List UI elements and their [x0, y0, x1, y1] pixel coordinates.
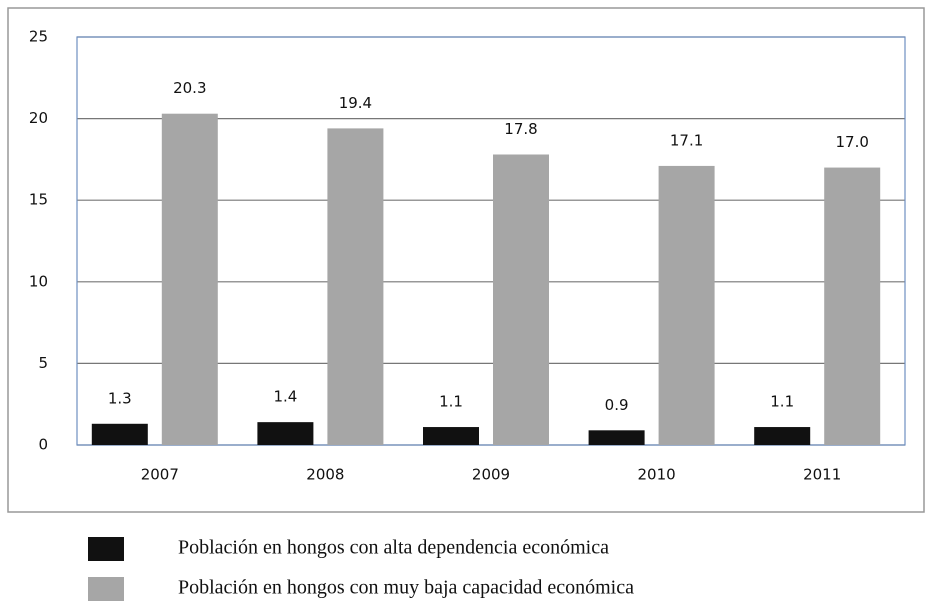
bar — [257, 422, 314, 445]
value-label: 1.4 — [273, 388, 297, 406]
value-label: 19.4 — [339, 94, 372, 112]
x-tick-label: 2009 — [472, 466, 510, 484]
bar — [161, 113, 218, 445]
bar — [91, 423, 148, 445]
y-tick-label: 5 — [38, 354, 48, 372]
legend-label: Población en hongos con alta dependencia… — [178, 537, 609, 559]
value-label: 1.1 — [770, 393, 794, 411]
y-tick-label: 20 — [29, 109, 48, 127]
value-label: 1.1 — [439, 393, 463, 411]
x-tick-label: 2007 — [141, 466, 179, 484]
bar — [658, 165, 715, 446]
bar — [423, 427, 479, 445]
x-tick-label: 2010 — [638, 466, 676, 484]
x-tick-label: 2011 — [803, 466, 841, 484]
bar — [493, 154, 549, 445]
y-tick-label: 15 — [29, 191, 48, 209]
value-label: 1.3 — [108, 389, 132, 407]
legend-label: Población en hongos con muy baja capacid… — [178, 577, 634, 599]
bar — [588, 430, 645, 445]
x-tick-label: 2008 — [306, 466, 344, 484]
y-tick-label: 0 — [38, 436, 48, 454]
chart-frame — [7, 7, 925, 513]
y-tick-label: 10 — [29, 272, 48, 290]
bar — [824, 167, 881, 445]
legend-swatch — [88, 537, 124, 561]
value-label: 20.3 — [173, 79, 206, 97]
bar — [327, 128, 384, 445]
plot-border — [76, 36, 906, 446]
value-label: 17.1 — [670, 131, 703, 149]
bar — [754, 427, 811, 445]
legend-swatch — [88, 577, 124, 601]
y-tick-label: 25 — [29, 28, 48, 46]
value-label: 17.0 — [835, 133, 868, 151]
value-label: 0.9 — [605, 396, 629, 414]
value-label: 17.8 — [504, 120, 537, 138]
